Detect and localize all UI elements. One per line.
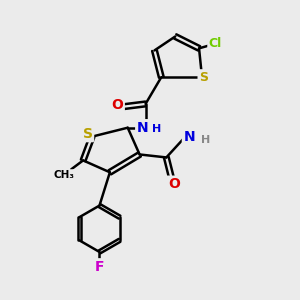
Text: H: H — [152, 124, 161, 134]
Text: Cl: Cl — [209, 38, 222, 50]
Text: F: F — [95, 260, 104, 274]
Text: S: S — [199, 71, 208, 84]
Text: S: S — [82, 127, 93, 141]
Text: O: O — [168, 177, 180, 191]
Text: N: N — [183, 130, 195, 144]
Text: CH₃: CH₃ — [53, 170, 74, 180]
Text: N: N — [137, 121, 148, 135]
Text: H: H — [201, 135, 211, 145]
Text: O: O — [111, 98, 123, 112]
